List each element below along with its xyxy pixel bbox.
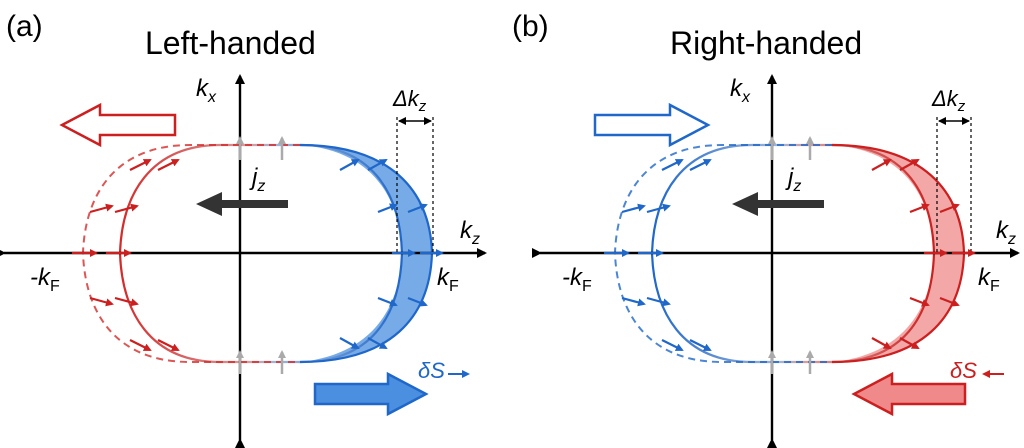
panel-a-title: Left-handed [145, 25, 316, 61]
panel-b-title: Right-handed [670, 25, 862, 61]
panel-b-spin-arrows-gray [768, 136, 814, 374]
panel-a-letter: (a) [6, 10, 43, 43]
panel-b-jz-label: jz [785, 164, 801, 195]
panel-a-kx-label: kx [196, 75, 217, 106]
panel-a-neg-kf-label: -kF [30, 264, 60, 295]
panel-b-spin-arrows-red [871, 159, 976, 349]
panel-a-bottom-arrow [313, 371, 429, 417]
panel-a: (a) Left-handed [0, 10, 487, 448]
panel-b-kf-label: kF [978, 264, 1000, 295]
panel-b-letter: (b) [512, 10, 549, 43]
panel-b-delta-s-label: δS [950, 358, 977, 383]
panel-b: (b) Right-handed [512, 10, 1020, 448]
panel-b-bottom-arrow [851, 371, 967, 417]
panel-a-shaded-region [300, 145, 432, 362]
panel-a-kz-label: kz [460, 217, 480, 248]
panel-a-jz-arrow [196, 192, 288, 216]
panel-a-top-arrow [59, 102, 177, 148]
panel-b-kx-label: kx [730, 75, 751, 106]
panel-b-top-arrow [593, 102, 711, 148]
panel-a-spin-arrows-blue [339, 159, 444, 349]
panel-a-kf-label: kF [437, 264, 459, 295]
panel-b-spin-arrows-blue [604, 159, 712, 351]
panel-b-kz-label: kz [996, 217, 1016, 248]
panel-a-jz-label: jz [249, 164, 265, 195]
panel-a-spin-arrows-gray [236, 136, 286, 374]
panel-b-neg-kf-label: -kF [562, 264, 592, 295]
panel-a-dkz-label: Δkz [392, 86, 427, 115]
panel-b-jz-arrow [732, 192, 824, 216]
panel-a-delta-s-label: δS [418, 358, 445, 383]
panel-a-spin-arrows-red [72, 159, 180, 351]
panel-b-dkz-label: Δkz [931, 86, 966, 115]
panel-b-shaded-region [832, 145, 964, 362]
